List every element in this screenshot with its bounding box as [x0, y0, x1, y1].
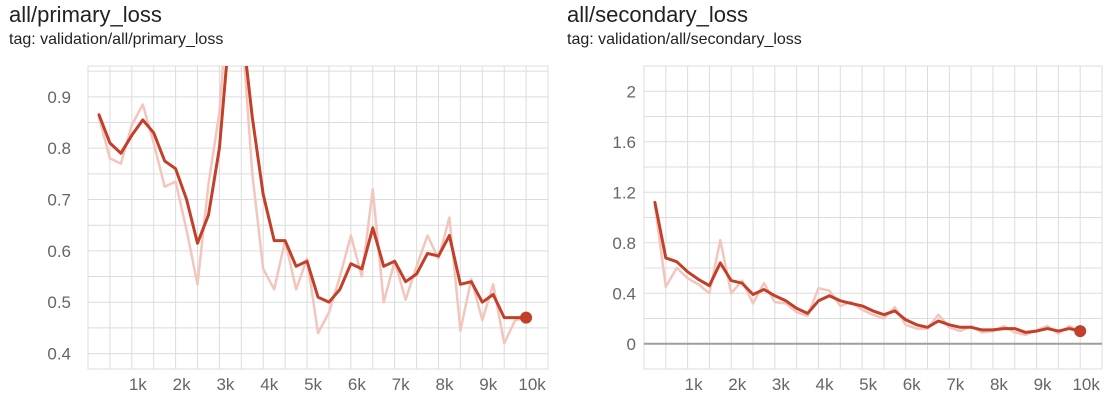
x-tick-label: 3k	[772, 375, 790, 394]
plot-area	[653, 200, 1082, 337]
x-tick-label: 10k	[518, 375, 546, 394]
x-tick-label: 1k	[129, 375, 147, 394]
x-tick-label: 7k	[946, 375, 964, 394]
last-point-marker	[520, 311, 533, 324]
plot-area	[97, 66, 528, 345]
plot-frame	[643, 65, 1103, 370]
x-tick-label: 5k	[304, 375, 322, 394]
x-tick-label: 1k	[685, 375, 703, 394]
chart-subtitle: tag: validation/all/primary_loss	[9, 31, 224, 48]
x-tick-label: 6k	[903, 375, 921, 394]
y-tick-label: 0.5	[47, 293, 71, 312]
y-tick-label: 1.2	[612, 183, 636, 202]
y-tick-label: 0.7	[47, 191, 71, 210]
primary-loss-chart: 0.4 0.5 0.6 0.7 0.8 0.9 1k 2k 3k 4k 5k 6k 7k 8k 9k 10k	[47, 65, 549, 394]
last-point-marker	[1074, 325, 1087, 338]
x-tick-label: 10k	[1072, 375, 1100, 394]
x-tick-label: 8k	[990, 375, 1008, 394]
y-tick-label: 2	[627, 82, 636, 101]
series-line-raw	[653, 203, 1082, 337]
y-tick-label: 0.8	[612, 234, 636, 253]
x-tick-label: 2k	[173, 375, 191, 394]
secondary-loss-chart: 0 0.4 0.8 1.2 1.6 2 1k 2k 3k 4k 5k 6k 7k 8k 9k 10k	[612, 65, 1103, 394]
chart-panel-primary-loss: all/primary_loss tag: validation/all/pri…	[0, 0, 553, 396]
y-tick-label: 1.6	[612, 133, 636, 152]
y-tick-label: 0.9	[47, 88, 71, 107]
y-tick-label: 0	[627, 335, 636, 354]
x-tick-label: 4k	[260, 375, 278, 394]
chart-title: all/secondary_loss	[567, 2, 748, 27]
chart-panel-secondary-loss: all/secondary_loss tag: validation/all/s…	[554, 0, 1107, 396]
series-line-raw	[97, 66, 528, 345]
x-tick-label: 2k	[728, 375, 746, 394]
y-tick-label: 0.4	[47, 345, 71, 364]
y-tick-label: 0.6	[47, 242, 71, 261]
plot-frame	[87, 65, 549, 370]
y-tick-label: 0.4	[612, 284, 636, 303]
grid	[643, 65, 1103, 370]
grid	[87, 65, 549, 370]
chart-title: all/primary_loss	[9, 2, 162, 27]
x-tick-label: 8k	[435, 375, 453, 394]
x-tick-label: 6k	[348, 375, 366, 394]
y-tick-label: 0.8	[47, 139, 71, 158]
x-tick-label: 5k	[859, 375, 877, 394]
series-line-smoothed	[97, 66, 528, 320]
chart-subtitle: tag: validation/all/secondary_loss	[567, 31, 802, 48]
x-tick-label: 7k	[392, 375, 410, 394]
x-tick-label: 9k	[479, 375, 497, 394]
x-tick-label: 3k	[216, 375, 234, 394]
series-line-smoothed	[653, 200, 1082, 334]
x-tick-label: 4k	[815, 375, 833, 394]
x-tick-label: 9k	[1034, 375, 1052, 394]
